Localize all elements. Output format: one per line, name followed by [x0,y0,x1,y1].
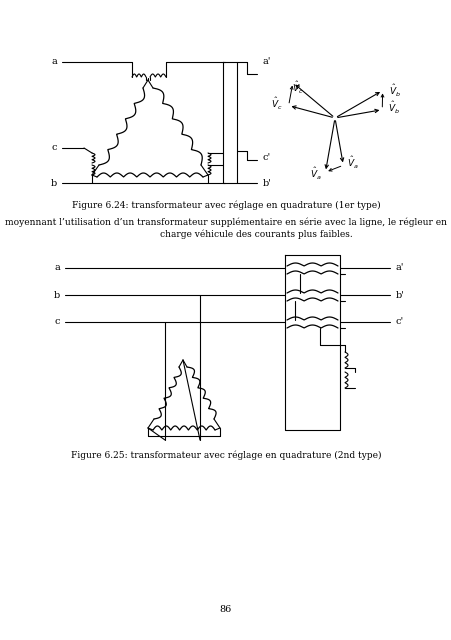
Text: $\hat{V}_{b}$: $\hat{V}_{b}$ [388,83,400,99]
Text: a: a [54,264,60,273]
Text: b': b' [395,291,404,300]
Text: $\hat{V}_{c}$: $\hat{V}_{c}$ [291,79,303,96]
Text: Figure 6.25: transformateur avec réglage en quadrature (2nd type): Figure 6.25: transformateur avec réglage… [71,451,380,460]
Text: Figure 6.24: transformateur avec réglage en quadrature (1er type): Figure 6.24: transformateur avec réglage… [72,200,379,210]
Text: $\hat{V}_{a}$: $\hat{V}_{a}$ [309,166,321,182]
Text: b: b [54,291,60,300]
Text: c: c [55,317,60,326]
Text: a': a' [262,58,271,67]
Text: b: b [51,179,57,188]
Text: charge véhicule des courants plus faibles.: charge véhicule des courants plus faible… [160,229,352,239]
Text: c': c' [262,154,271,163]
Text: c: c [51,143,57,152]
Text: a: a [51,58,57,67]
Text: moyennant l’utilisation d’un transformateur supplémentaire en série avec la lign: moyennant l’utilisation d’un transformat… [5,217,446,227]
Text: 86: 86 [219,605,232,614]
Text: $\hat{V}_{a}$: $\hat{V}_{a}$ [347,156,359,172]
Text: $\hat{V}_{c}$: $\hat{V}_{c}$ [270,95,282,111]
Text: b': b' [262,179,272,188]
Text: $\hat{V}_{b}$: $\hat{V}_{b}$ [387,100,400,116]
Text: c': c' [395,317,403,326]
Text: a': a' [395,264,404,273]
